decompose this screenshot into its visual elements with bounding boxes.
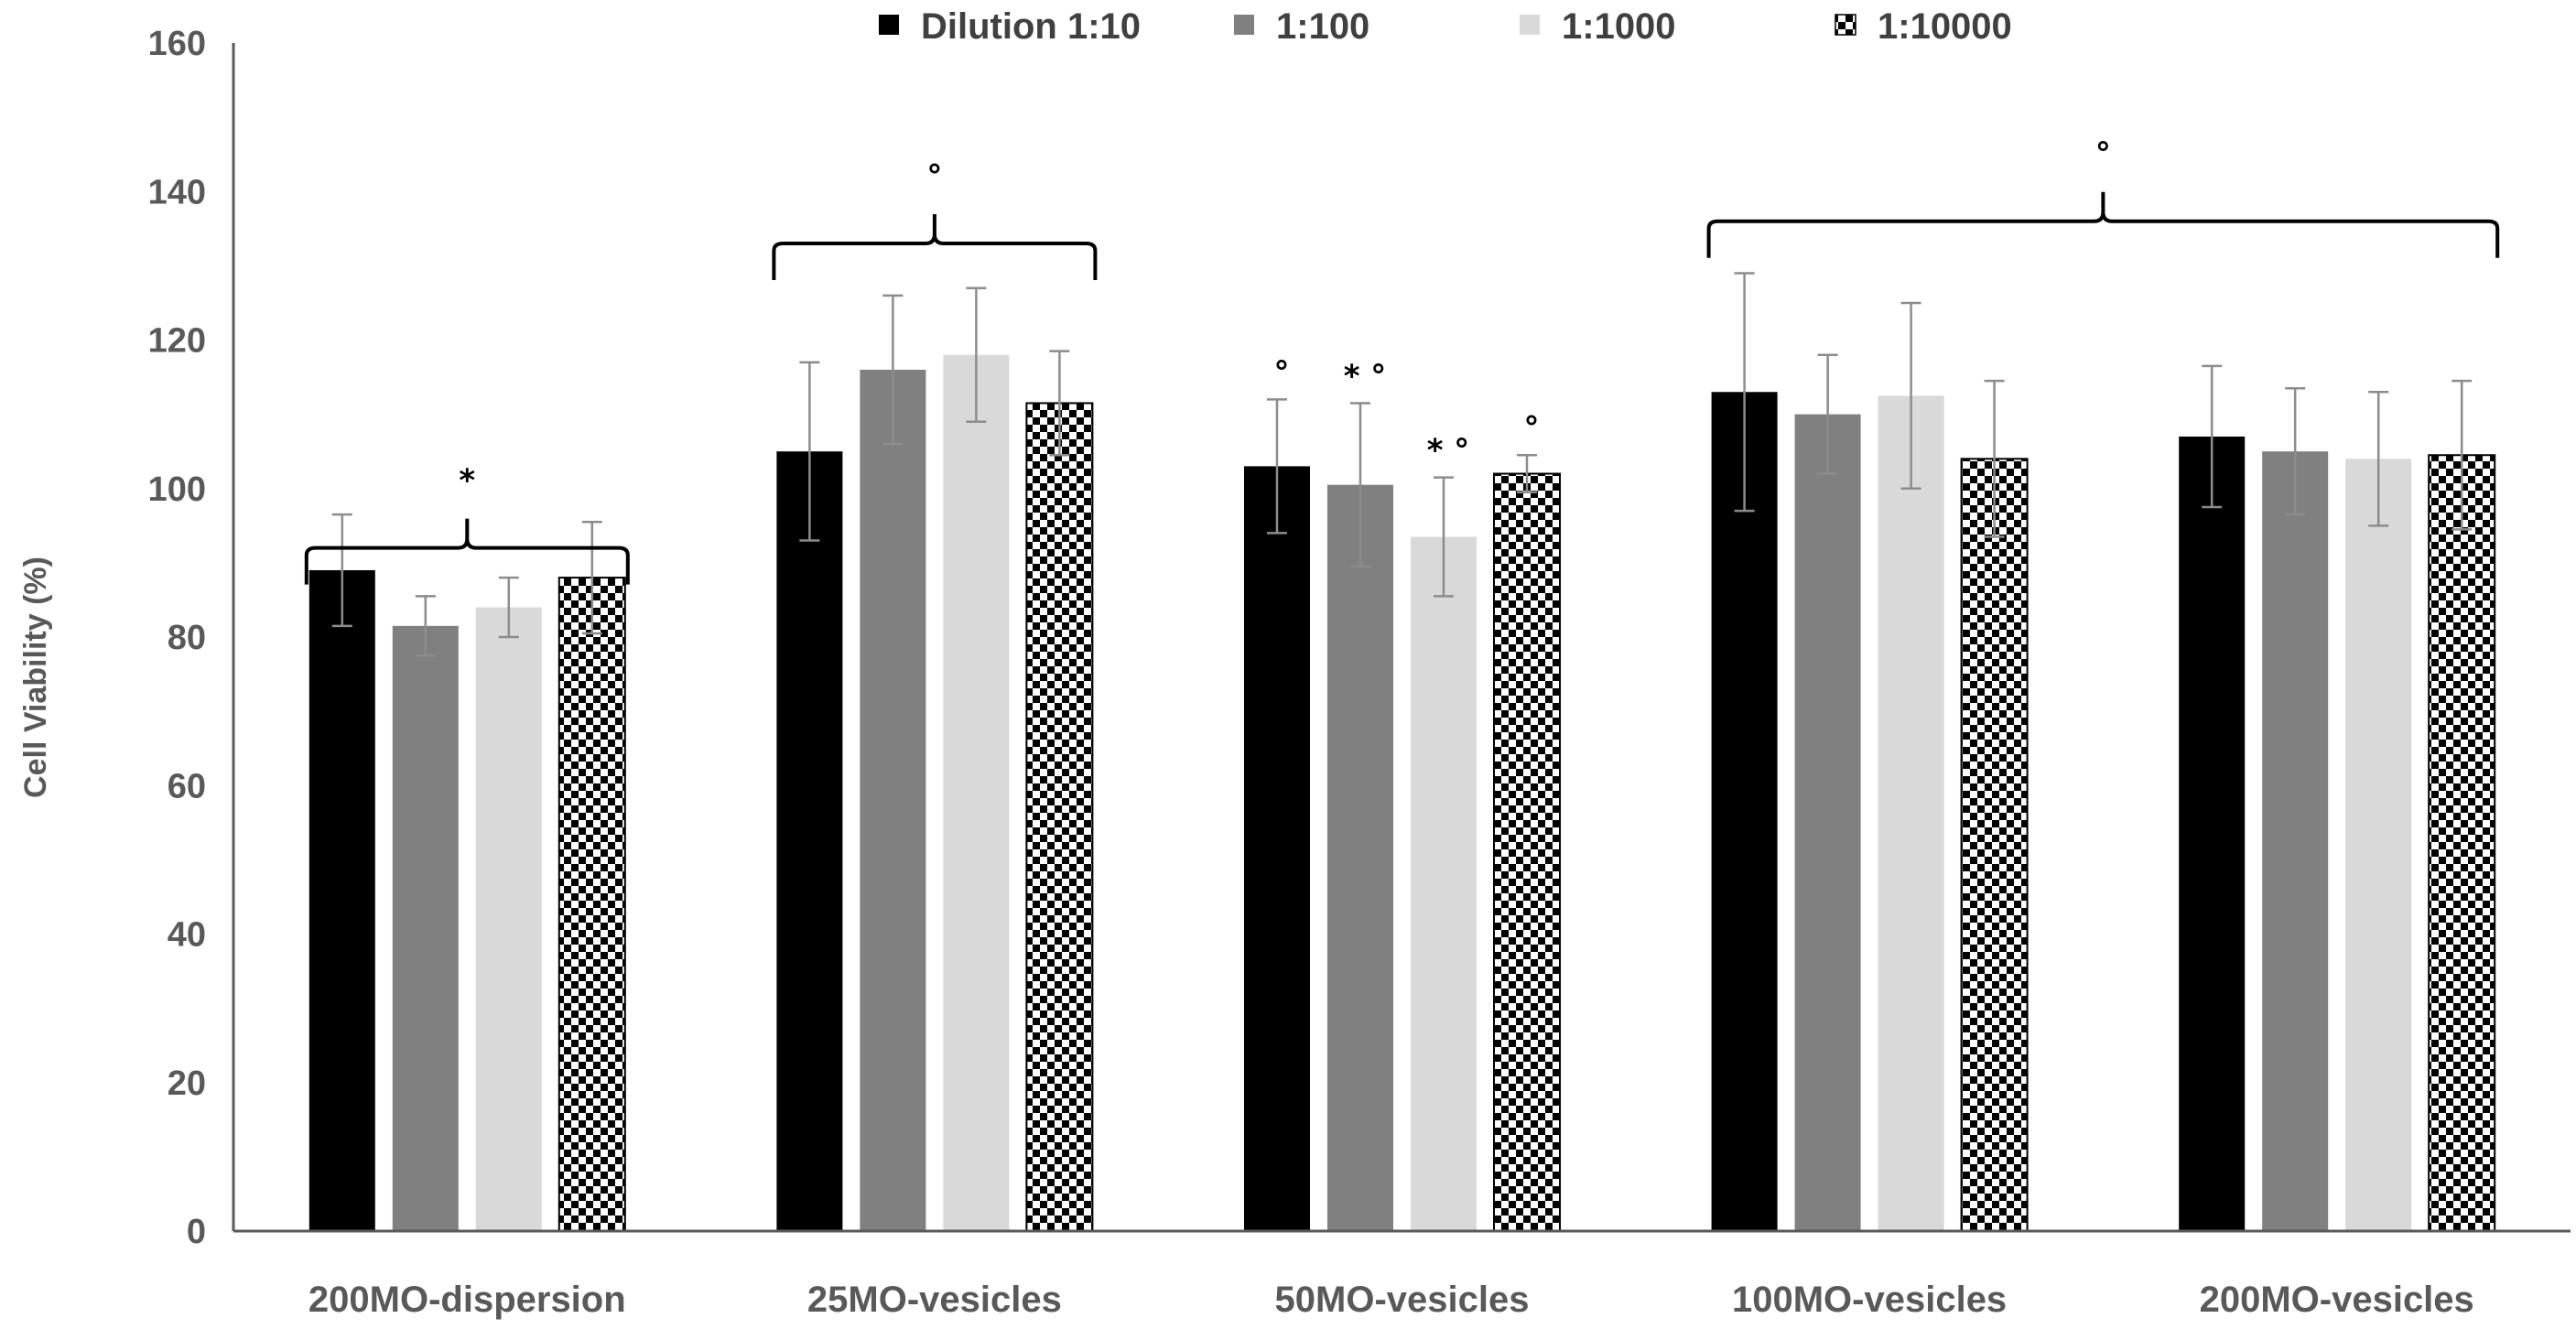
y-tick-label: 140 (148, 173, 206, 211)
bar (557, 577, 626, 1232)
y-tick-label: 0 (187, 1213, 206, 1251)
bar (2262, 451, 2329, 1231)
significance-mark: ° (1274, 354, 1290, 391)
legend-swatch (1234, 15, 1254, 35)
y-tick-label: 160 (148, 25, 206, 63)
bar (2179, 436, 2246, 1231)
significance-mark: ° (2095, 136, 2111, 173)
y-tick-label: 20 (168, 1064, 206, 1103)
plot-area (308, 272, 2496, 1232)
significance-annotations: * ° ° ° * ° * ° ° (304, 136, 2500, 585)
significance-bracket (772, 214, 1098, 281)
y-tick-label: 80 (168, 619, 206, 657)
bar (2345, 459, 2412, 1231)
legend-swatch (1520, 15, 1540, 35)
x-category-label: 200MO-vesicles (2200, 1280, 2474, 1320)
bar (1025, 402, 1094, 1232)
bar (308, 569, 375, 1231)
y-axis-title: Cell Viability (%) (18, 556, 53, 798)
legend-label: 1:10000 (1878, 6, 2012, 47)
legend: Dilution 1:10 1:100 1:1000 1:10000 (879, 6, 2012, 47)
x-category-label: 200MO-dispersion (308, 1280, 626, 1320)
x-category-label: 100MO-vesicles (1732, 1280, 2007, 1320)
legend-label: Dilution 1:10 (921, 6, 1141, 47)
bar (860, 369, 926, 1231)
significance-bracket (1706, 191, 2500, 258)
x-category-label: 50MO-vesicles (1275, 1280, 1530, 1320)
x-axis: 200MO-dispersion 25MO-vesicles 50MO-vesicl… (233, 1229, 2571, 1320)
x-category-label: 25MO-vesicles (807, 1280, 1062, 1320)
bar (2428, 454, 2496, 1232)
bar (1411, 536, 1477, 1231)
bar (1244, 466, 1310, 1232)
legend-swatch (1835, 14, 1856, 36)
significance-mark: * ° (1427, 433, 1470, 470)
y-tick-label: 40 (168, 916, 206, 955)
y-tick-label: 60 (168, 767, 206, 805)
bar (1878, 395, 1944, 1231)
legend-label: 1:1000 (1562, 6, 1676, 47)
bar (1711, 392, 1778, 1232)
y-tick-label: 120 (148, 322, 206, 361)
y-axis: 0 20 40 60 80 100 120 140 160 (148, 25, 235, 1251)
significance-bracket (304, 518, 630, 585)
bar (1327, 484, 1393, 1231)
significance-mark: * (459, 463, 475, 500)
bar (1493, 472, 1561, 1232)
bar (392, 625, 459, 1231)
bar (943, 354, 1010, 1232)
significance-mark: ° (1524, 410, 1540, 447)
bar (776, 451, 843, 1231)
bar (1794, 414, 1861, 1231)
significance-mark: ° (926, 158, 942, 195)
bar (1960, 458, 2029, 1232)
legend-swatch (879, 15, 899, 35)
significance-mark: * ° (1344, 358, 1387, 394)
bar (475, 607, 542, 1231)
y-tick-label: 100 (148, 470, 206, 509)
legend-label: 1:100 (1276, 6, 1369, 47)
